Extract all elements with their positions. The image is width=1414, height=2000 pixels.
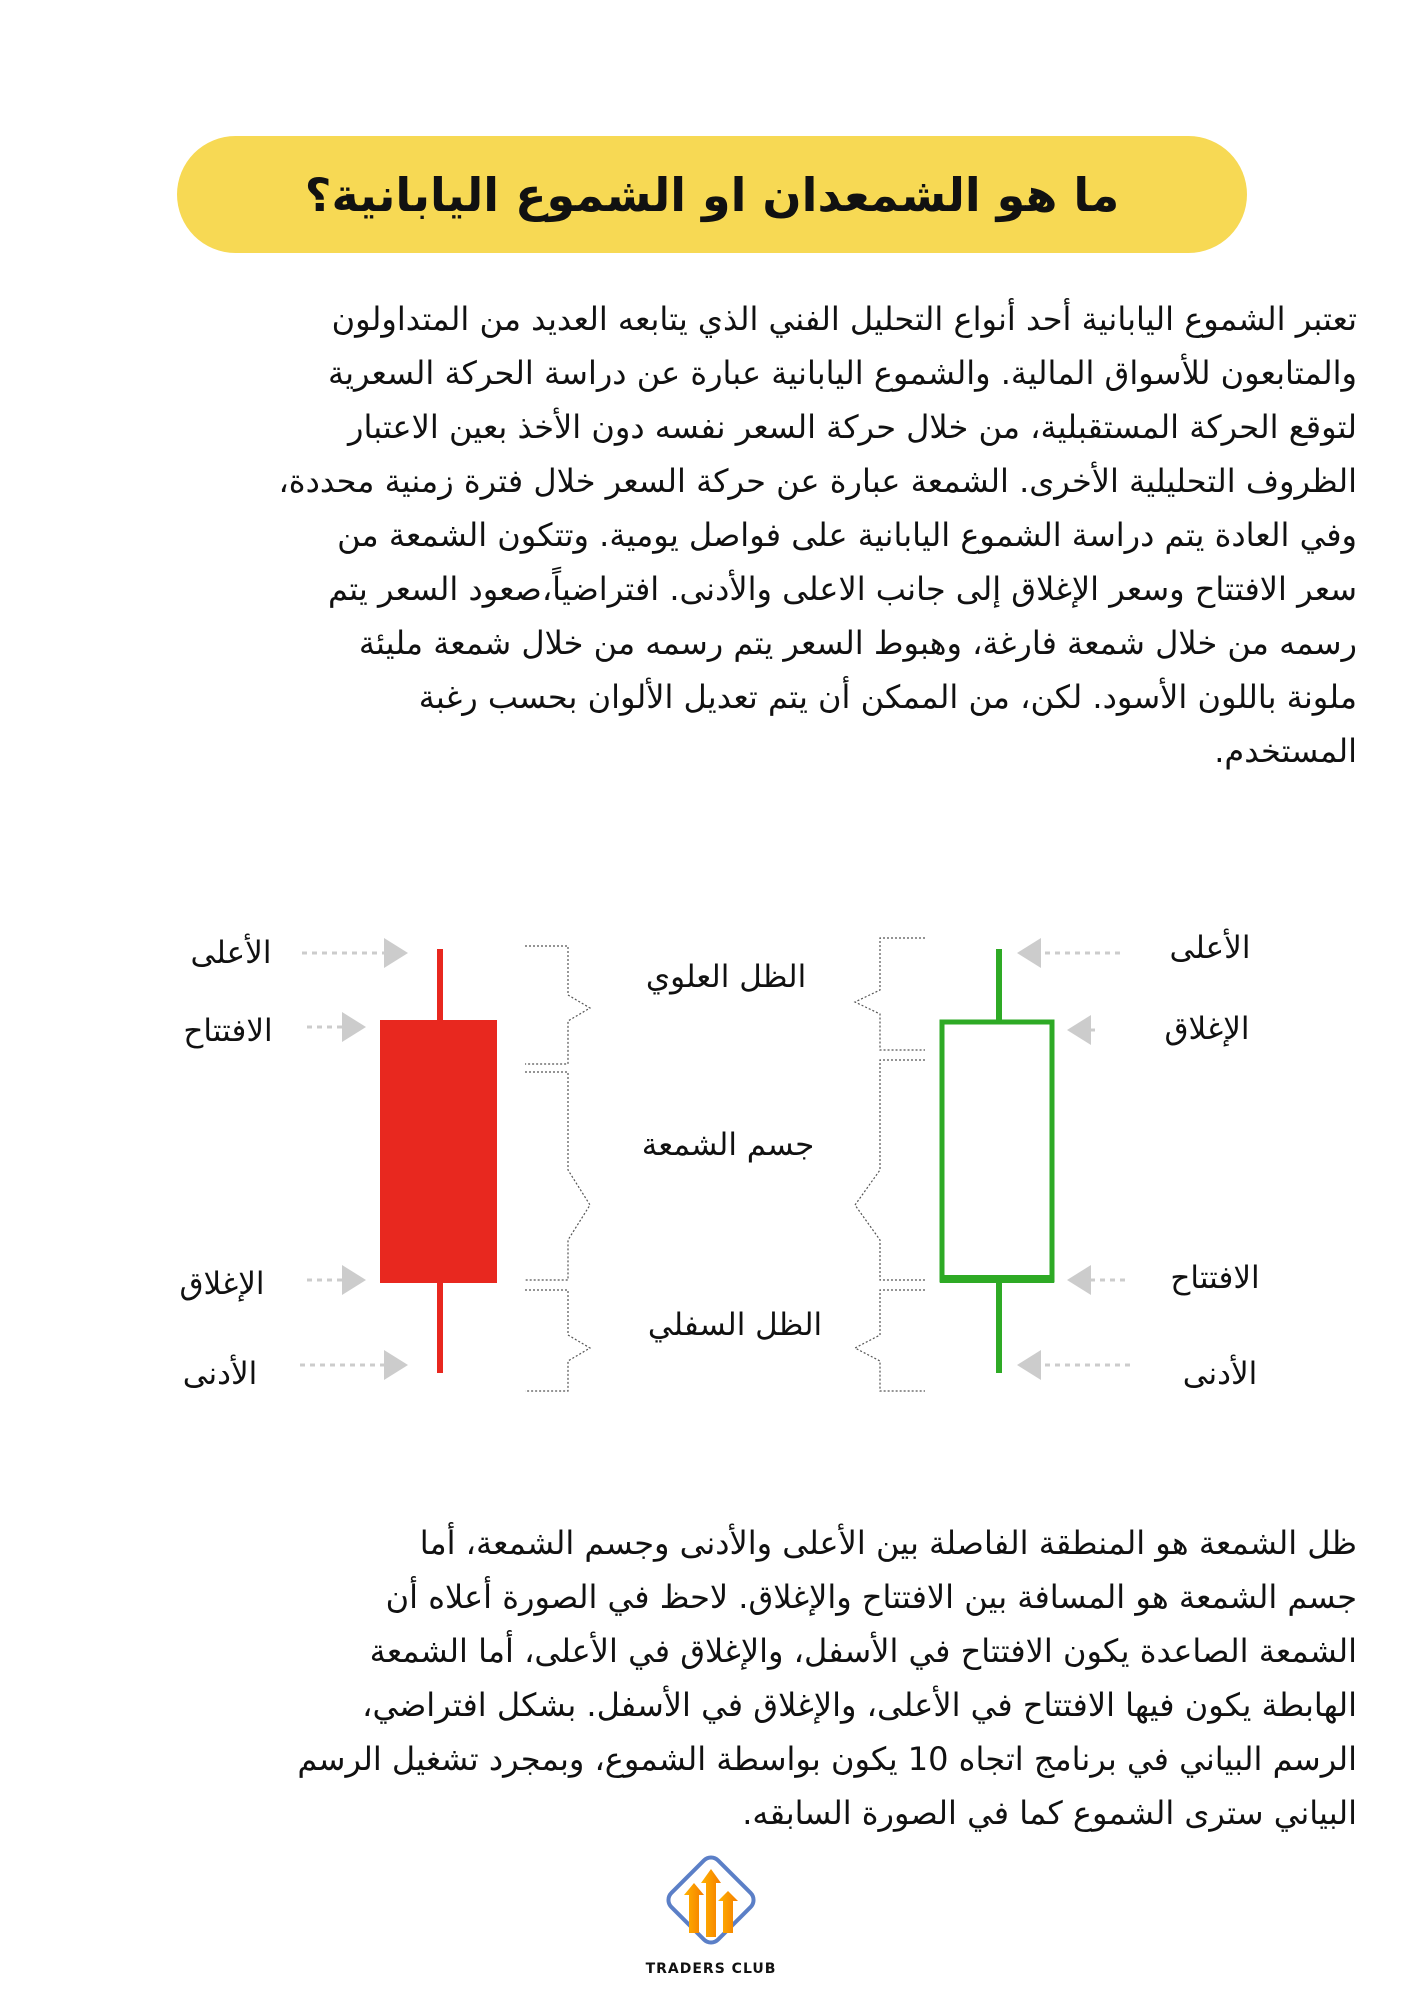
paragraph-line: الشمعة الصاعدة يكون الافتتاح في الأسفل، … bbox=[369, 1632, 1357, 1670]
candlestick-diagram bbox=[300, 937, 1130, 1392]
arrows bbox=[300, 938, 1130, 1380]
paragraph-line: المستخدم. bbox=[1214, 732, 1357, 770]
paragraph-line: والمتابعون للأسواق المالية. والشموع اليا… bbox=[327, 354, 1357, 392]
bullish-high-label: الأعلى bbox=[1169, 930, 1251, 966]
bearish-close-label: الإغلاق bbox=[179, 1266, 265, 1302]
paragraph-line: الرسم البياني في برنامج اتجاه 10 يكون بو… bbox=[297, 1740, 1357, 1778]
candle-body-label: جسم الشمعة bbox=[641, 1127, 815, 1163]
paragraph-line: رسمه من خلال شمعة فارغة، وهبوط السعر يتم… bbox=[358, 624, 1357, 662]
paragraph-line: البياني سترى الشموع كما في الصورة السابق… bbox=[742, 1794, 1357, 1832]
bullish-low-label: الأدنى bbox=[1182, 1356, 1258, 1392]
upper-shadow-label: الظل العلوي bbox=[645, 959, 807, 995]
page-title: ما هو الشمعدان او الشموع اليابانية؟ bbox=[304, 167, 1120, 222]
bearish-open-label: الافتتاح bbox=[183, 1013, 273, 1049]
intro-paragraph: تعتبر الشموع اليابانية أحد أنواع التحليل… bbox=[278, 292, 1357, 778]
bullish-open-label: الافتتاح bbox=[1170, 1260, 1260, 1296]
logo-arrows-icon bbox=[666, 1855, 756, 1945]
bearish-body bbox=[380, 1020, 497, 1283]
bearish-high-label: الأعلى bbox=[190, 935, 272, 971]
paragraph-line: الهابطة يكون فيها الافتتاح في الأعلى، وا… bbox=[362, 1686, 1357, 1724]
bullish-close-label: الإغلاق bbox=[1164, 1011, 1250, 1047]
lower-shadow-label: الظل السفلي bbox=[647, 1307, 823, 1343]
body-paragraph: ظل الشمعة هو المنطقة الفاصلة بين الأعلى … bbox=[297, 1516, 1357, 1840]
paragraph-line: ملونة باللون الأسود. لكن، من الممكن أن ي… bbox=[418, 678, 1357, 716]
traders-club-logo: TRADERS CLUB bbox=[631, 1855, 791, 1977]
paragraph-line: ظل الشمعة هو المنطقة الفاصلة بين الأعلى … bbox=[419, 1524, 1357, 1562]
title-banner: ما هو الشمعدان او الشموع اليابانية؟ bbox=[177, 136, 1247, 253]
paragraph-line: لتوقع الحركة المستقبلية، من خلال حركة ال… bbox=[348, 408, 1357, 446]
paragraph-line: الظروف التحليلية الأخرى. الشمعة عبارة عن… bbox=[278, 462, 1357, 500]
paragraph-line: سعر الافتتاح وسعر الإغلاق إلى جانب الاعل… bbox=[327, 570, 1357, 608]
logo-text: TRADERS CLUB bbox=[645, 1961, 777, 1977]
braces bbox=[525, 937, 925, 1392]
paragraph-line: جسم الشمعة هو المسافة بين الافتتاح والإغ… bbox=[385, 1578, 1357, 1616]
paragraph-line: تعتبر الشموع اليابانية أحد أنواع التحليل… bbox=[331, 300, 1357, 338]
bearish-low-label: الأدنى bbox=[182, 1356, 258, 1392]
bullish-body bbox=[939, 1019, 1055, 1283]
paragraph-line: وفي العادة يتم دراسة الشموع اليابانية عل… bbox=[337, 516, 1357, 554]
